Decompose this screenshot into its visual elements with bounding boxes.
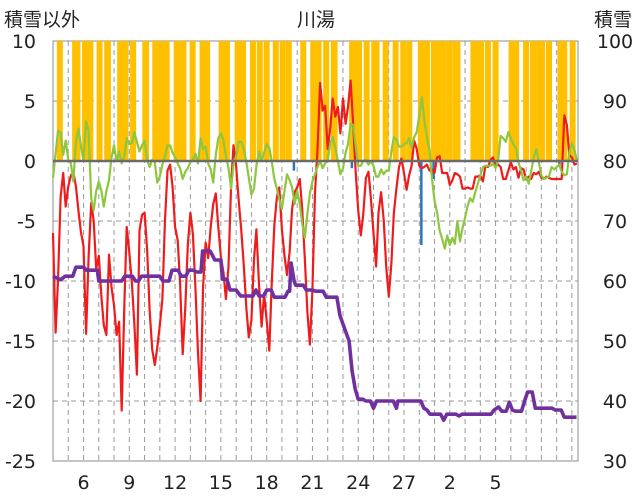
bar <box>152 41 159 161</box>
bar <box>331 41 338 161</box>
bar <box>143 41 150 161</box>
bar <box>523 41 530 161</box>
bar <box>87 41 94 161</box>
chart-title: 川湯 <box>297 9 335 31</box>
bar <box>285 41 292 161</box>
left-tick-label: -5 <box>17 211 36 233</box>
bar <box>529 41 536 161</box>
bar <box>292 161 296 171</box>
bar <box>406 41 413 161</box>
bar <box>189 41 196 161</box>
bar <box>492 41 499 161</box>
x-tick-label: 15 <box>209 472 233 494</box>
bar <box>373 41 380 161</box>
left-tick-label: -25 <box>5 451 36 473</box>
bar <box>104 41 111 161</box>
bar <box>350 161 354 169</box>
bar <box>446 41 453 161</box>
bar <box>423 41 430 161</box>
left-axis-label: 積雪以外 <box>4 9 80 31</box>
bar <box>223 41 230 161</box>
x-tick-label: 24 <box>346 472 370 494</box>
bar <box>400 41 407 161</box>
right-tick-label: 30 <box>603 451 627 473</box>
bar <box>539 41 546 161</box>
bar <box>156 41 163 161</box>
bar <box>204 41 211 161</box>
bar <box>546 41 553 161</box>
bar <box>561 41 568 161</box>
bar <box>180 41 187 161</box>
bar <box>234 41 241 161</box>
bar <box>392 41 399 161</box>
right-tick-label: 50 <box>603 331 627 353</box>
x-tick-label: 2 <box>444 472 456 494</box>
x-tick-label: 12 <box>163 472 187 494</box>
snow_depth-line <box>52 249 577 422</box>
bar <box>117 41 124 161</box>
daylight-line <box>51 96 578 250</box>
left-tick-label: -15 <box>5 331 36 353</box>
bar <box>122 41 129 161</box>
bar <box>96 41 103 161</box>
bar <box>484 41 491 161</box>
bar <box>272 41 279 161</box>
bar <box>173 41 180 161</box>
bar <box>256 41 263 161</box>
right-tick-label: 70 <box>603 211 627 233</box>
right-tick-label: 90 <box>603 91 627 113</box>
bar <box>240 41 247 161</box>
left-tick-label: -20 <box>5 391 36 413</box>
bar <box>569 41 576 161</box>
bar <box>478 41 485 161</box>
bar <box>310 41 317 161</box>
bar <box>420 161 423 245</box>
right-tick-label: 100 <box>597 31 633 53</box>
left-tick-label: 0 <box>24 151 36 173</box>
bar <box>200 41 207 161</box>
bar <box>74 41 81 161</box>
bar <box>279 41 286 161</box>
bar <box>82 41 89 161</box>
right-tick-label: 40 <box>603 391 627 413</box>
bar <box>323 41 330 161</box>
bar <box>130 41 137 161</box>
bar <box>470 41 477 161</box>
right-axis-label: 積雪 <box>594 9 632 31</box>
bar <box>557 41 564 161</box>
bar <box>218 41 225 161</box>
bar <box>363 41 370 161</box>
bar <box>382 41 389 161</box>
x-tick-label: 5 <box>490 472 502 494</box>
bar <box>163 41 170 161</box>
x-tick-label: 9 <box>123 472 135 494</box>
right-tick-label: 60 <box>603 271 627 293</box>
bar <box>434 41 441 161</box>
left-tick-label: 5 <box>24 91 36 113</box>
bar <box>454 41 461 161</box>
bar <box>355 41 362 161</box>
bar <box>300 41 307 161</box>
x-tick-label: 21 <box>300 472 324 494</box>
left-tick-label: 10 <box>12 31 36 53</box>
bar <box>536 41 543 161</box>
right-tick-label: 80 <box>603 151 627 173</box>
precipitation-bars <box>56 41 576 245</box>
bar <box>249 41 256 161</box>
bar <box>263 41 270 161</box>
x-tick-label: 27 <box>392 472 416 494</box>
x-tick-label: 6 <box>77 472 89 494</box>
x-tick-label: 18 <box>255 472 279 494</box>
bar <box>439 41 446 161</box>
left-tick-label: -10 <box>5 271 36 293</box>
bar <box>56 41 63 161</box>
bar <box>513 41 520 161</box>
